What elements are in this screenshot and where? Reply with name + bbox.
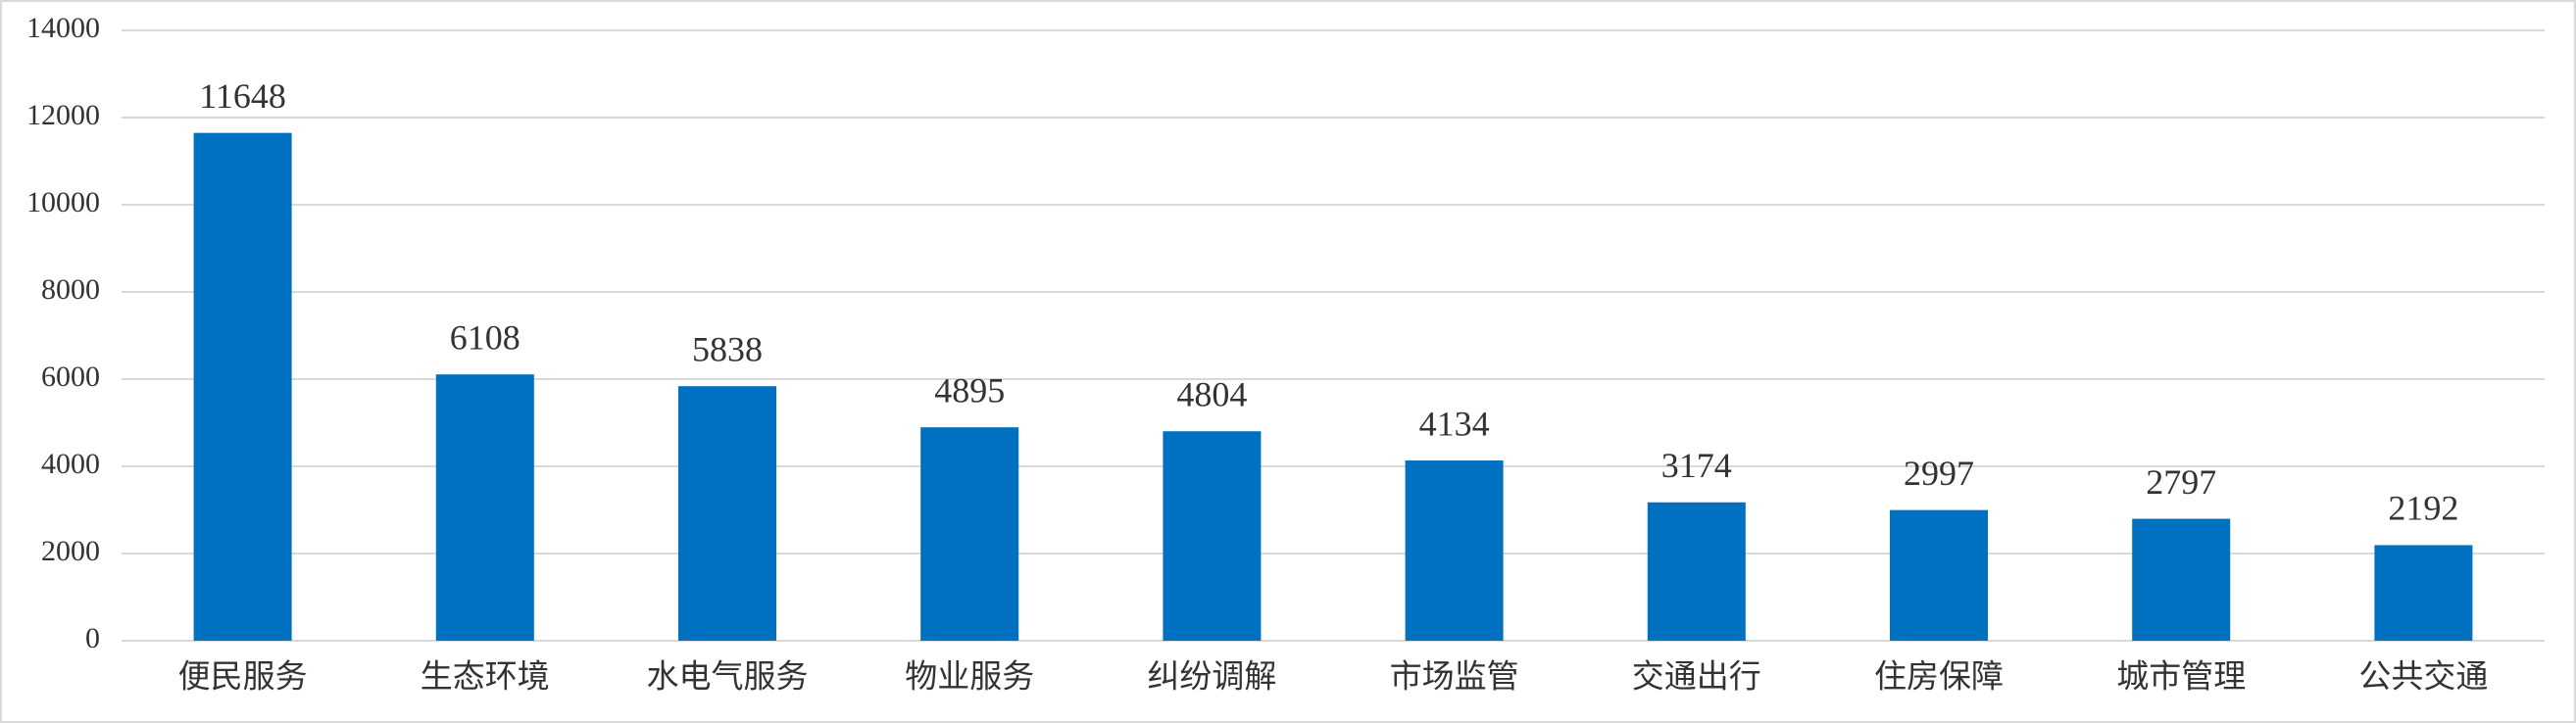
y-tick-label: 2000: [41, 535, 100, 567]
x-tick-label: 物业服务: [905, 659, 1034, 696]
data-label: 3174: [1661, 446, 1732, 485]
data-label: 4134: [1419, 404, 1490, 443]
data-label: 2797: [2146, 462, 2216, 502]
x-tick-label: 市场监管: [1390, 659, 1519, 696]
data-label: 11648: [199, 76, 286, 116]
x-tick-label: 纠纷调解: [1147, 659, 1276, 696]
bar: [920, 427, 1019, 641]
data-label: 6108: [450, 317, 520, 357]
bar: [1163, 431, 1262, 641]
data-label: 2997: [1904, 454, 1974, 493]
data-label: 5838: [692, 329, 763, 368]
bar: [2132, 518, 2231, 641]
y-tick-label: 14000: [26, 12, 100, 44]
bar: [1647, 502, 1746, 641]
x-tick-label: 交通出行: [1632, 659, 1761, 696]
x-tick-label: 便民服务: [178, 659, 308, 696]
x-tick-label: 城市管理: [2116, 659, 2246, 696]
y-tick-label: 10000: [26, 186, 100, 218]
y-tick-label: 0: [85, 622, 100, 654]
bar: [1890, 509, 1988, 641]
y-tick-label: 4000: [41, 448, 100, 480]
x-tick-label: 生态环境: [421, 659, 550, 696]
bar: [435, 374, 534, 641]
y-tick-label: 8000: [41, 273, 100, 306]
y-tick-label: 12000: [26, 99, 100, 131]
x-tick-label: 水电气服务: [647, 659, 809, 696]
x-tick-label: 住房保障: [1874, 659, 2004, 696]
x-tick-label: 公共交通: [2358, 659, 2488, 696]
data-label: 2192: [2388, 489, 2458, 528]
data-label: 4804: [1176, 374, 1247, 413]
data-label: 4895: [934, 370, 1005, 410]
bar: [2374, 545, 2473, 641]
bar: [1405, 460, 1504, 641]
bar: [678, 386, 776, 641]
y-tick-label: 6000: [41, 361, 100, 393]
bar: [193, 132, 292, 641]
